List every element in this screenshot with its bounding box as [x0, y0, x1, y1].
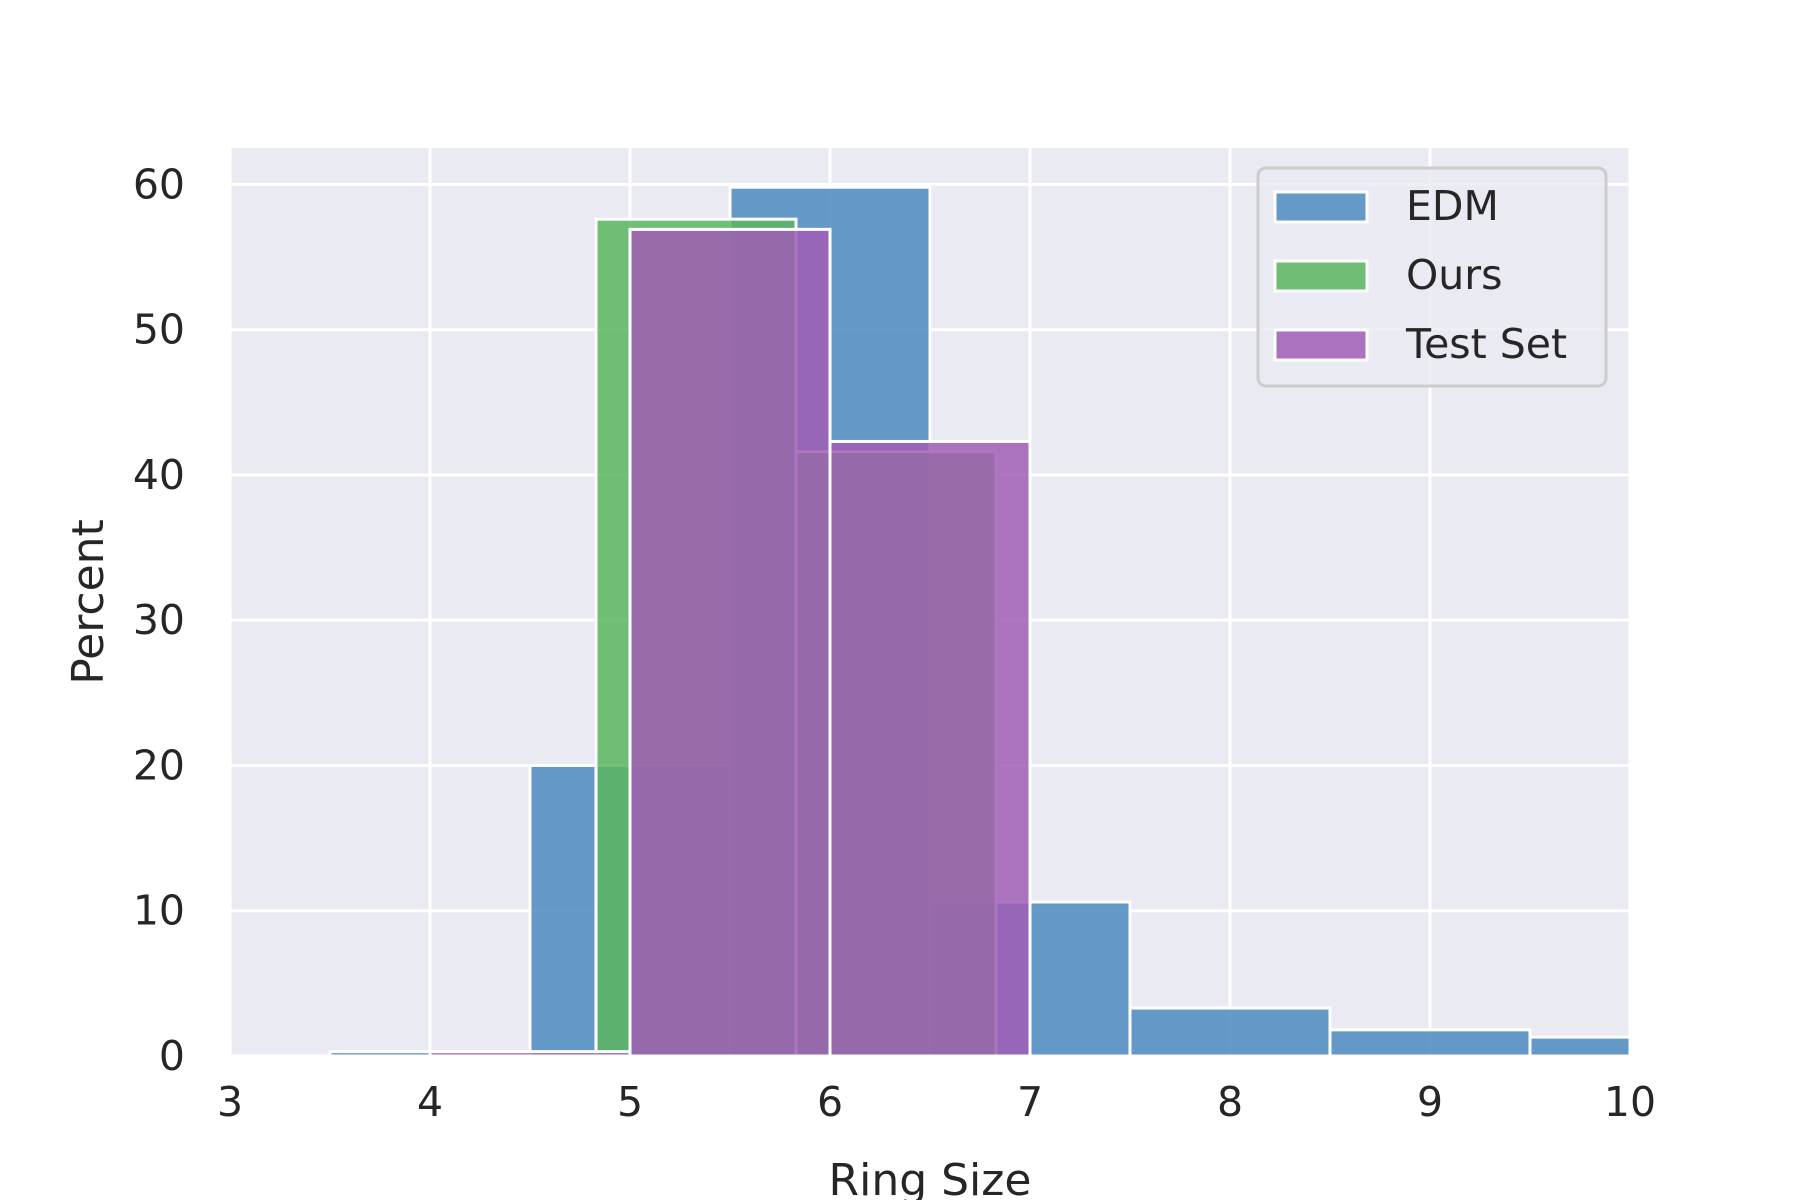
- x-tick-label: 9: [1417, 1078, 1443, 1126]
- test-set-bar: [628, 227, 832, 1058]
- y-axis-label: Percent: [63, 519, 114, 685]
- legend-label-test-set: Test Set: [1405, 320, 1567, 368]
- edm-bar: [1128, 1006, 1332, 1058]
- x-tick-label: 5: [617, 1078, 643, 1126]
- x-tick-label: 4: [417, 1078, 443, 1126]
- test-set-bar: [428, 1050, 632, 1058]
- y-tick-label: 10: [133, 887, 185, 935]
- edm-bar: [1528, 1035, 1632, 1058]
- y-tick-label: 40: [133, 451, 185, 499]
- legend-swatch-test-set: [1273, 328, 1369, 362]
- y-axis-ticks: 0 10 20 30 40 50 60: [133, 160, 185, 1080]
- x-tick-label: 7: [1017, 1078, 1043, 1126]
- legend-label-edm: EDM: [1406, 182, 1499, 230]
- bars-layer: [328, 185, 1632, 1058]
- test-set-bar: [828, 439, 1032, 1058]
- x-axis-label: Ring Size: [829, 1155, 1032, 1200]
- legend-swatch-edm: [1273, 190, 1369, 224]
- y-tick-label: 0: [159, 1032, 185, 1080]
- legend-label-ours: Ours: [1406, 251, 1502, 299]
- y-tick-label: 30: [133, 596, 185, 644]
- y-tick-label: 20: [133, 741, 185, 789]
- x-tick-label: 10: [1604, 1078, 1656, 1126]
- legend: EDM Ours Test Set: [1256, 166, 1608, 388]
- y-tick-label: 50: [133, 306, 185, 354]
- x-tick-label: 3: [217, 1078, 243, 1126]
- legend-swatch-ours: [1273, 259, 1369, 293]
- edm-bar: [1328, 1028, 1532, 1058]
- edm-bar: [328, 1050, 432, 1058]
- x-tick-label: 8: [1217, 1078, 1243, 1126]
- x-tick-label: 6: [817, 1078, 843, 1126]
- y-tick-label: 60: [133, 160, 185, 208]
- x-axis-ticks: 3 4 5 6 7 8 9 10: [217, 1078, 1656, 1126]
